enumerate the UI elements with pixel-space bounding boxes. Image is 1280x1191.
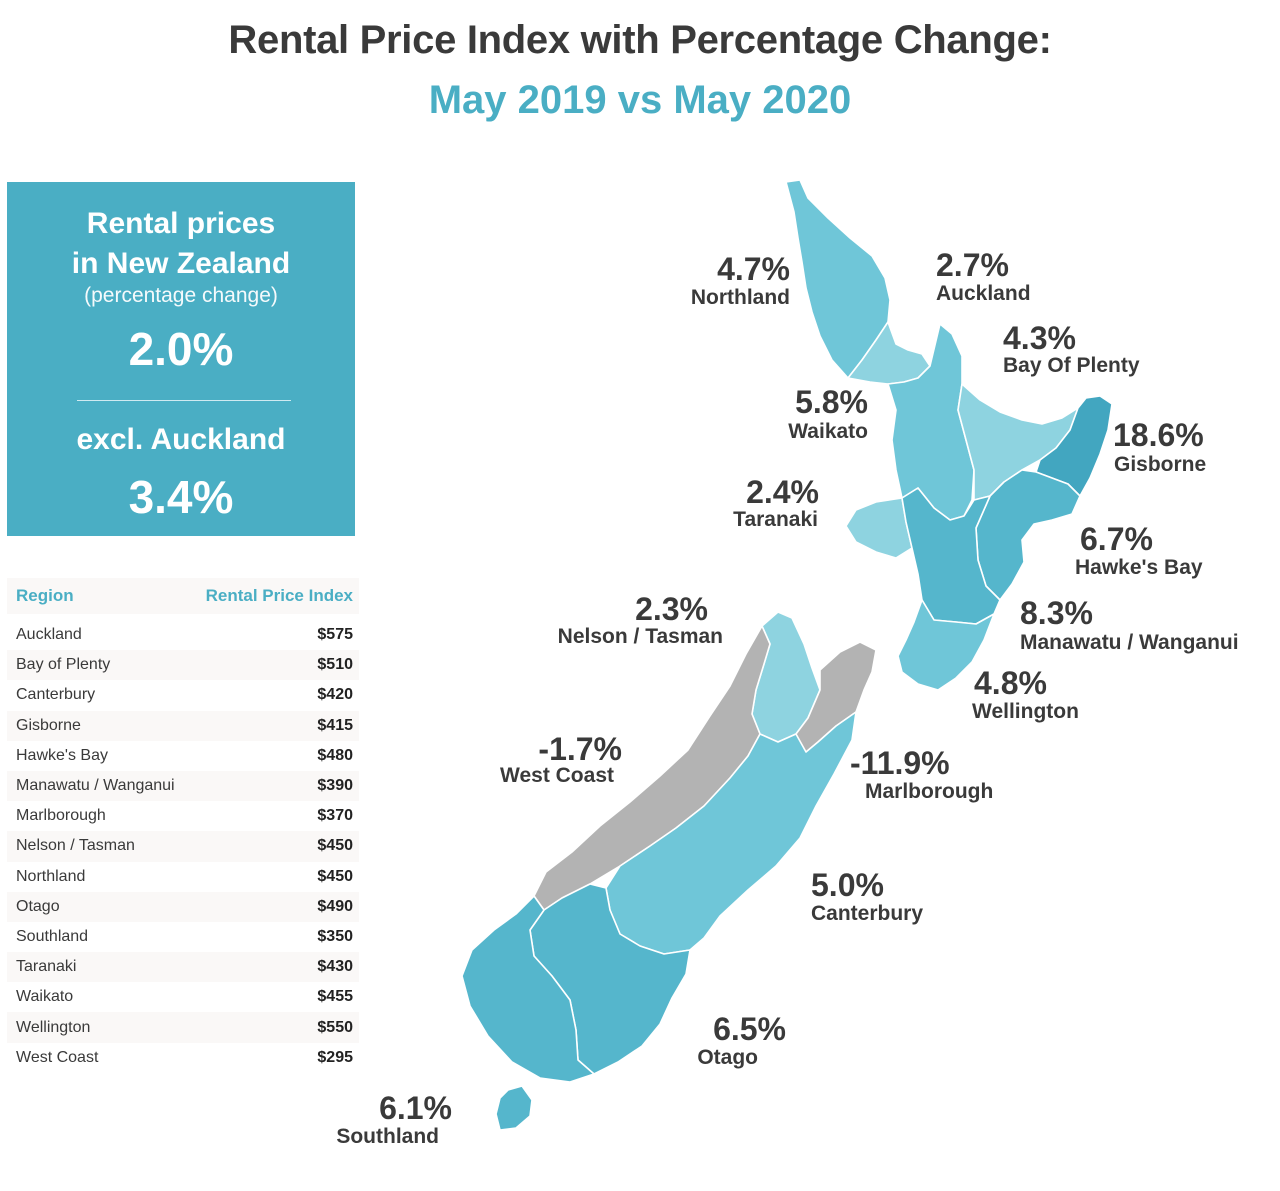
table-row: Hawke's Bay $480 xyxy=(7,741,359,771)
index-cell: $455 xyxy=(317,988,353,1006)
label-wellington-pct: 4.8% xyxy=(974,665,1047,701)
region-cell: Canterbury xyxy=(16,686,96,704)
table-row: Canterbury $420 xyxy=(7,680,359,710)
table-row: Waikato $455 xyxy=(7,982,359,1012)
region-manawatu-wanganui[interactable] xyxy=(901,487,1001,625)
summary-note: (percentage change) xyxy=(84,284,278,307)
label-marlborough-name: Marlborough xyxy=(865,780,993,803)
label-otago-name: Otago xyxy=(697,1046,758,1069)
region-cell: Waikato xyxy=(16,988,74,1006)
table-row: Taranaki $430 xyxy=(7,952,359,983)
national-change-value: 2.0% xyxy=(128,323,234,375)
label-bay-of-plenty-name: Bay Of Plenty xyxy=(1003,354,1140,377)
table-header: Region Rental Price Index xyxy=(7,578,359,614)
excl-auckland-value: 3.4% xyxy=(128,471,234,523)
index-cell: $350 xyxy=(317,927,353,945)
index-cell: $390 xyxy=(317,777,353,795)
label-manawatu-wanganui-pct: 8.3% xyxy=(1020,595,1093,631)
column-header-region: Region xyxy=(16,586,74,605)
region-cell: Marlborough xyxy=(16,807,106,825)
region-cell: Nelson / Tasman xyxy=(16,837,135,855)
region-cell: Gisborne xyxy=(16,716,81,734)
region-wellington[interactable] xyxy=(897,599,995,691)
index-cell: $420 xyxy=(317,686,353,704)
page-subtitle: May 2019 vs May 2020 xyxy=(428,78,852,122)
index-cell: $490 xyxy=(317,897,353,915)
region-stewart-island xyxy=(495,1085,533,1131)
label-manawatu-wanganui-name: Manawatu / Wanganui xyxy=(1020,631,1239,654)
label-nelson-tasman-name: Nelson / Tasman xyxy=(558,625,723,648)
label-nelson-tasman-pct: 2.3% xyxy=(635,591,708,627)
index-cell: $370 xyxy=(317,807,353,825)
table-row: Nelson / Tasman $450 xyxy=(7,831,359,862)
page-title: Rental Price Index with Percentage Chang… xyxy=(228,18,1052,62)
label-bay-of-plenty-pct: 4.3% xyxy=(1003,320,1076,356)
summary-divider xyxy=(77,400,291,401)
label-wellington-name: Wellington xyxy=(972,700,1079,723)
table-row: Wellington $550 xyxy=(7,1012,359,1043)
label-gisborne-pct: 18.6% xyxy=(1113,417,1204,453)
map-labels: 4.7% Northland 2.7% Auckland 4.3% Bay Of… xyxy=(336,247,1238,1148)
region-cell: Bay of Plenty xyxy=(16,656,111,674)
region-canterbury[interactable] xyxy=(605,711,857,955)
summary-heading-line2: in New Zealand xyxy=(71,247,291,280)
index-cell: $430 xyxy=(317,958,353,976)
label-waikato-pct: 5.8% xyxy=(795,384,868,420)
region-cell: Wellington xyxy=(16,1018,91,1036)
index-cell: $415 xyxy=(317,716,353,734)
index-cell: $510 xyxy=(317,656,353,674)
label-hawkes-bay-name: Hawke's Bay xyxy=(1075,556,1203,579)
label-hawkes-bay-pct: 6.7% xyxy=(1080,521,1153,557)
table-row: Northland $450 xyxy=(7,862,359,892)
region-taranaki[interactable] xyxy=(845,497,913,559)
label-taranaki-pct: 2.4% xyxy=(746,474,819,510)
label-canterbury-pct: 5.0% xyxy=(811,867,884,903)
table-row: Marlborough $370 xyxy=(7,801,359,831)
index-cell: $550 xyxy=(317,1018,353,1036)
table-row: Gisborne $415 xyxy=(7,710,359,741)
rental-index-table: Region Rental Price Index Auckland $575 B… xyxy=(7,578,359,1073)
region-cell: West Coast xyxy=(16,1048,99,1066)
region-southland[interactable] xyxy=(461,895,595,1083)
label-northland-name: Northland xyxy=(691,286,790,309)
index-cell: $450 xyxy=(317,867,353,885)
region-cell: Otago xyxy=(16,897,60,915)
summary-heading-line1: Rental prices xyxy=(86,207,276,240)
index-cell: $480 xyxy=(317,746,353,764)
label-auckland-pct: 2.7% xyxy=(936,247,1009,283)
label-gisborne-name: Gisborne xyxy=(1114,453,1206,476)
table-body: Auckland $575 Bay of Plenty $510 Canterbur… xyxy=(7,620,359,1073)
index-cell: $450 xyxy=(317,837,353,855)
index-cell: $295 xyxy=(317,1048,353,1066)
table-row: Bay of Plenty $510 xyxy=(7,650,359,681)
label-southland-name: Southland xyxy=(336,1125,439,1148)
table-row: Manawatu / Wanganui $390 xyxy=(7,770,359,802)
summary-panel: Rental prices in New Zealand (percentage… xyxy=(7,182,355,536)
region-cell: Hawke's Bay xyxy=(16,746,108,764)
label-southland-pct: 6.1% xyxy=(379,1090,452,1126)
label-waikato-name: Waikato xyxy=(788,420,868,443)
region-cell: Manawatu / Wanganui xyxy=(16,777,175,795)
label-west-coast-pct: -1.7% xyxy=(538,731,622,767)
table-row: Otago $490 xyxy=(7,891,359,922)
index-cell: $575 xyxy=(317,626,353,644)
label-auckland-name: Auckland xyxy=(936,282,1031,305)
table-row: West Coast $295 xyxy=(7,1043,359,1073)
label-northland-pct: 4.7% xyxy=(717,251,790,287)
table-row: Auckland $575 xyxy=(7,620,359,650)
label-marlborough-pct: -11.9% xyxy=(850,745,950,781)
label-west-coast-name: West Coast xyxy=(500,764,614,787)
region-cell: Northland xyxy=(16,867,86,885)
region-cell: Taranaki xyxy=(16,958,77,976)
excl-auckland-label: excl. Auckland xyxy=(76,423,286,456)
column-header-index: Rental Price Index xyxy=(205,586,353,605)
label-canterbury-name: Canterbury xyxy=(811,902,923,925)
label-taranaki-name: Taranaki xyxy=(733,508,818,531)
table-row: Southland $350 xyxy=(7,922,359,952)
region-cell: Southland xyxy=(16,927,89,945)
region-cell: Auckland xyxy=(16,626,82,644)
label-otago-pct: 6.5% xyxy=(713,1011,786,1047)
